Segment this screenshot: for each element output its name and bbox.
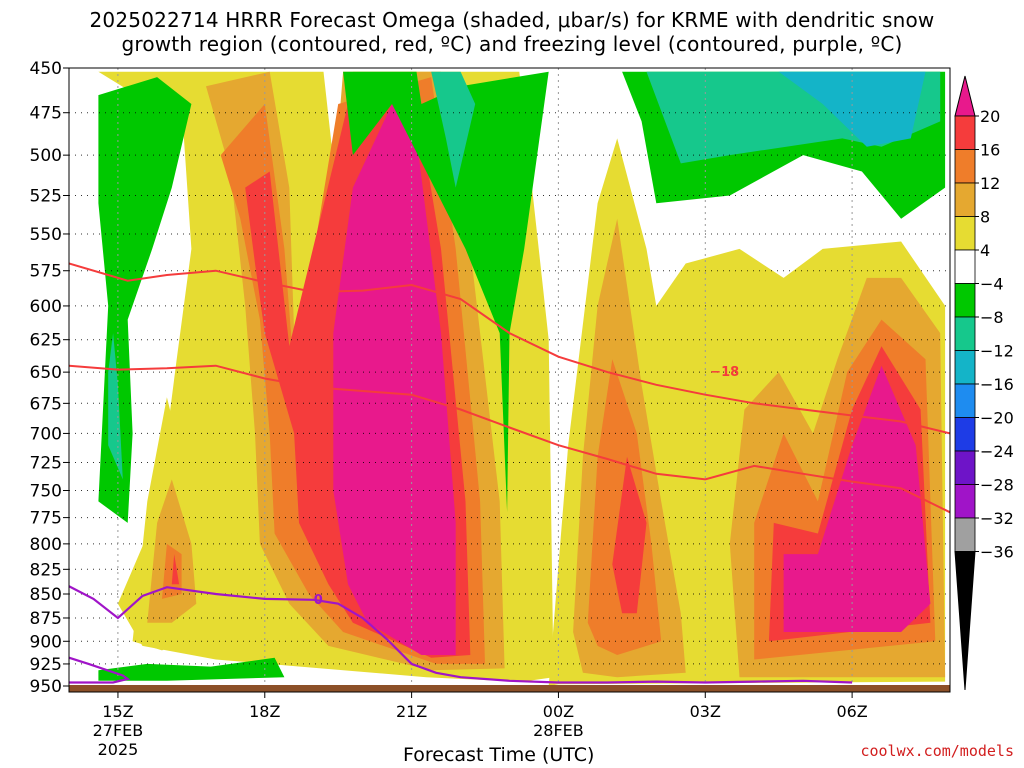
y-tick-label-2: 500 [30, 146, 62, 166]
x-tick-date-0: 27FEB [93, 721, 144, 740]
plot-area [68, 67, 951, 693]
chart-title-line1: 2025022714 HRRR Forecast Omega (shaded, … [89, 8, 935, 32]
freezing-level-contour-0 [69, 585, 853, 684]
contour-label-1: 0 [314, 593, 323, 608]
omega-shading-layer [98, 71, 946, 686]
omega-region-12 [783, 365, 931, 632]
colorbar-label-7: −12 [980, 342, 1014, 361]
chart-title-line2: growth region (contoured, red, ºC) and f… [121, 32, 903, 56]
colorbar-label-8: −16 [980, 375, 1014, 394]
y-tick-label-16: 850 [30, 585, 62, 605]
colorbar-bottom-triangle [954, 551, 976, 691]
y-tick-label-14: 800 [30, 535, 62, 555]
colorbar-segment-9 [954, 417, 976, 452]
x-tick-label-1: 18Z [249, 702, 280, 721]
y-tick-label-9: 675 [30, 394, 62, 414]
contour-label-0: −18 [710, 365, 739, 380]
colorbar-label-12: −32 [980, 509, 1014, 528]
plot-frame [68, 67, 951, 693]
contour-labels: −18 0 [314, 365, 739, 608]
credit-text: coolwx.com/models [860, 742, 1014, 760]
x-tick-year-0: 2025 [98, 740, 139, 759]
y-tick-label-5: 575 [30, 262, 62, 282]
x-axis-label: Forecast Time (UTC) [403, 744, 595, 766]
colorbar-segment-8 [954, 383, 976, 418]
colorbar-label-3: 8 [980, 208, 990, 227]
omega-region-8 [612, 456, 647, 614]
x-tick-label-4: 03Z [690, 702, 721, 721]
x-tick-label-3: 00Z [543, 702, 574, 721]
y-tick-label-20: 950 [30, 677, 62, 697]
colorbar-segment-7 [954, 350, 976, 385]
omega-region-19 [343, 71, 549, 513]
y-tick-label-13: 775 [30, 509, 62, 529]
colorbar-segment-0 [954, 115, 976, 150]
y-tick-label-8: 650 [30, 363, 62, 383]
colorbar-segment-10 [954, 450, 976, 485]
colorbar-label-4: 4 [980, 241, 990, 260]
colorbar-label-13: −36 [980, 543, 1014, 562]
y-tick-label-4: 550 [30, 225, 62, 245]
x-tick-label-2: 21Z [396, 702, 427, 721]
colorbar-label-0: 20 [980, 107, 1000, 126]
y-tick-label-11: 725 [30, 453, 62, 473]
colorbar-label-10: −24 [980, 442, 1014, 461]
dendritic-contour-0 [69, 262, 950, 435]
y-tick-label-10: 700 [30, 424, 62, 444]
x-tick-date-3: 28FEB [533, 721, 584, 740]
y-tick-label-17: 875 [30, 609, 62, 629]
colorbar-label-6: −8 [980, 308, 1004, 327]
colorbar-label-2: 12 [980, 174, 1000, 193]
colorbar-label-5: −4 [980, 275, 1004, 294]
y-tick-label-0: 450 [30, 59, 62, 79]
surface-band [69, 685, 950, 692]
y-tick-label-12: 750 [30, 481, 62, 501]
colorbar-segment-11 [954, 484, 976, 519]
y-tick-label-7: 625 [30, 331, 62, 351]
colorbar-segment-1 [954, 149, 976, 184]
y-tick-label-1: 475 [30, 104, 62, 124]
colorbar-top-triangle [954, 75, 976, 117]
contour-layer [69, 262, 950, 684]
omega-region-20 [431, 71, 476, 188]
colorbar: 20 16 12 8 4 −4 −8 −12 −16 −20 −24 −28 −32 −36 [954, 75, 1014, 691]
colorbar-label-1: 16 [980, 141, 1000, 160]
dendritic-contour-1 [69, 364, 950, 514]
freezing-level-contour-1 [69, 656, 131, 684]
colorbar-segment-2 [954, 182, 976, 217]
grid-layer [69, 68, 950, 692]
y-tick-label-3: 525 [30, 186, 62, 206]
colorbar-segment-3 [954, 216, 976, 251]
x-tick-label-0: 15Z [102, 702, 133, 721]
colorbar-label-11: −28 [980, 476, 1014, 495]
x-tick-label-5: 06Z [836, 702, 867, 721]
omega-region-23 [778, 71, 926, 147]
colorbar-label-9: −20 [980, 409, 1014, 428]
colorbar-segment-4 [954, 249, 976, 284]
y-tick-label-18: 900 [30, 632, 62, 652]
omega-region-17 [98, 77, 192, 523]
y-axis: 450 475 500 525 550 575 600 625 650 675 700 725 750 7… [30, 59, 69, 697]
colorbar-segment-12 [954, 517, 976, 552]
colorbar-segment-5 [954, 283, 976, 318]
omega-region-16 [171, 554, 180, 585]
omega-region-15 [162, 543, 182, 599]
colorbar-segment-6 [954, 316, 976, 351]
y-tick-label-15: 825 [30, 560, 62, 580]
y-tick-label-6: 600 [30, 297, 62, 317]
y-tick-label-19: 925 [30, 655, 62, 675]
